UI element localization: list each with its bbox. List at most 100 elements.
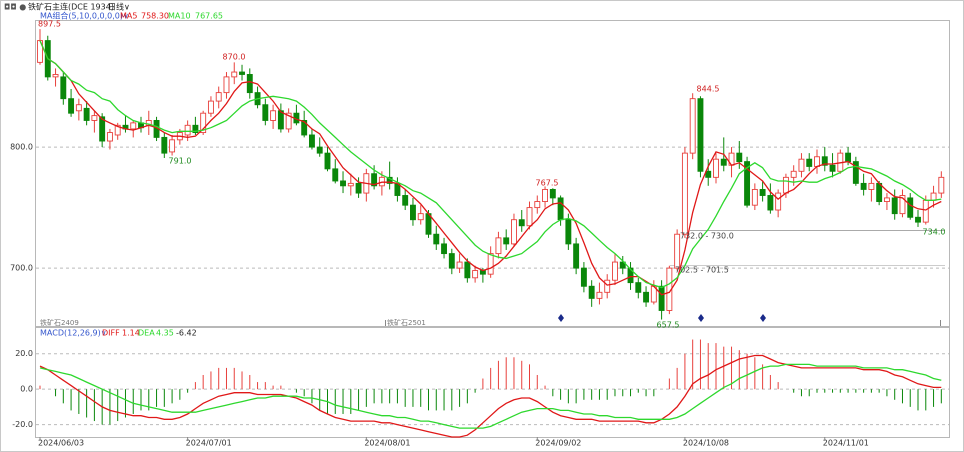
candle-body	[472, 270, 479, 279]
candle-body	[448, 253, 455, 269]
candle-body	[371, 173, 378, 187]
signal-marker	[760, 314, 766, 322]
candle-body	[790, 170, 797, 178]
candle-body	[106, 132, 113, 142]
candle-body	[99, 116, 106, 142]
candle-body	[876, 182, 883, 202]
candle-body	[549, 188, 556, 199]
price-annotation: 897.5	[38, 20, 61, 29]
candle-body	[200, 112, 207, 134]
signal-marker	[558, 314, 564, 322]
y-tick-label: -20.0	[12, 420, 33, 429]
candle-body	[215, 92, 222, 102]
candle-body	[604, 279, 611, 293]
candle-body	[643, 291, 650, 303]
candle-body	[751, 188, 758, 206]
candle-body	[938, 176, 945, 194]
macd-indicator[interactable]: MACD(12,26,9)∨	[40, 329, 107, 338]
candle-body	[355, 182, 362, 194]
candle-body	[868, 182, 875, 190]
x-tick-label: 2024/11/01	[823, 439, 869, 448]
candle-body	[262, 104, 269, 121]
legend-value: 1.14	[122, 329, 140, 338]
candle-body	[681, 152, 688, 235]
candle-body	[340, 180, 346, 187]
candle-body	[744, 161, 751, 206]
candle-body	[456, 261, 463, 269]
candle-body	[580, 267, 587, 287]
candle-body	[277, 110, 284, 130]
candle-body	[83, 107, 90, 121]
candle-body	[52, 74, 59, 78]
legend-name: DEA	[138, 329, 155, 338]
candle-body	[270, 110, 277, 121]
x-tick-label: 2024/07/01	[186, 439, 232, 448]
candle-body	[542, 188, 548, 202]
candle-body	[915, 216, 921, 223]
legend-value: -6.42	[176, 329, 197, 338]
window-icons[interactable]: ◘◘ ●	[4, 3, 26, 12]
candle-body	[736, 152, 743, 163]
candle-body	[285, 112, 292, 130]
candle-body	[883, 197, 890, 202]
legend-name: MA10	[168, 12, 191, 21]
candle-body	[697, 98, 704, 172]
candle-body	[239, 71, 245, 75]
candle-body	[161, 136, 168, 154]
price-annotation: 767.5	[536, 179, 559, 188]
contract-label: 铁矿石2501	[387, 318, 426, 327]
ma-line	[39, 40, 942, 296]
candle-body	[487, 253, 494, 275]
y-tick-label: 0.0	[20, 385, 33, 394]
candle-body	[557, 197, 564, 221]
candle-body	[75, 104, 82, 112]
price-annotation: 657.5	[657, 321, 680, 330]
candle-body	[223, 76, 230, 94]
contract-label: 铁矿石2409	[40, 318, 79, 327]
legend-name: DIFF	[102, 329, 120, 338]
price-annotation: 734.0	[923, 228, 946, 237]
candle-body	[565, 219, 572, 245]
y-tick-label: 20.0	[15, 349, 33, 358]
y-tick-label: 700.0	[10, 264, 33, 273]
macd-line	[39, 363, 942, 429]
candle-body	[169, 139, 176, 153]
candle-body	[526, 207, 533, 227]
price-annotation: 870.0	[223, 53, 246, 62]
candle-body	[930, 192, 937, 201]
candle-body	[588, 285, 595, 299]
candle-body	[635, 282, 642, 293]
x-tick-label: 2024/10/08	[683, 439, 729, 448]
x-tick-label: 2024/08/01	[364, 439, 410, 448]
candle-body	[658, 285, 665, 311]
candle-body	[852, 161, 859, 184]
candle-body	[619, 261, 626, 269]
candle-body	[689, 98, 696, 154]
chart-title: 铁矿石主连(DCE 1934)	[28, 2, 114, 12]
candle-body	[759, 188, 766, 196]
price-annotation: 732.0 - 730.0	[680, 232, 734, 241]
candle-body	[713, 158, 719, 178]
candle-body	[922, 199, 929, 223]
candle-body	[332, 168, 339, 182]
candle-body	[402, 195, 409, 206]
candle-body	[433, 233, 440, 245]
price-annotation: 702.5 - 701.5	[675, 266, 729, 275]
x-tick-label: 2024/09/02	[535, 439, 581, 448]
candle-body	[301, 120, 308, 136]
macd-panel	[35, 327, 950, 438]
ma-indicator[interactable]: MA组合(5,10,0,0,0,0)∨	[40, 11, 129, 21]
candle-body	[891, 197, 898, 215]
candle-body	[798, 158, 805, 172]
period-selector[interactable]: 日线∨	[108, 2, 130, 12]
candle-body	[573, 243, 580, 269]
price-annotation: 791.0	[169, 157, 192, 166]
candle-body	[674, 233, 681, 269]
candle-body	[720, 158, 727, 166]
ma-line	[39, 40, 942, 289]
candle-body	[767, 195, 774, 211]
candle-body	[806, 158, 813, 167]
candle-body	[246, 74, 253, 94]
